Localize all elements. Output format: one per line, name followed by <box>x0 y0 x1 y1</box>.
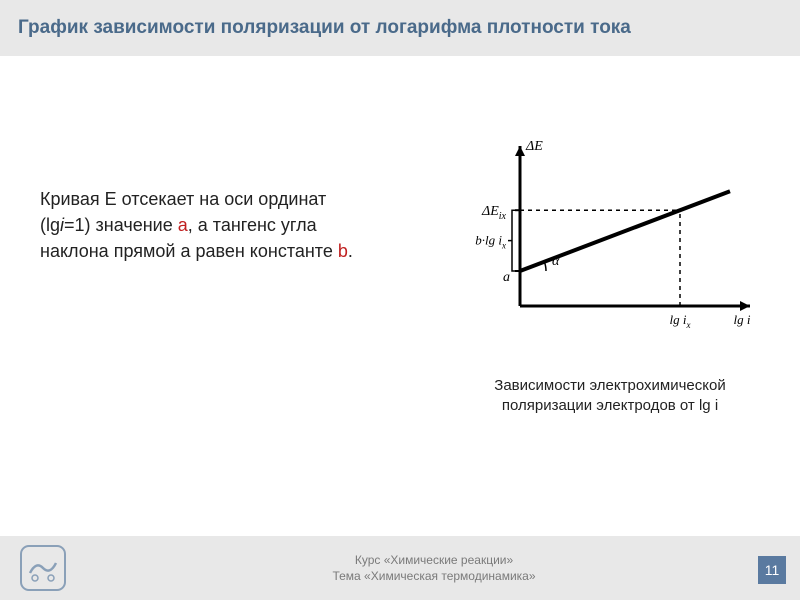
diagram-caption: Зависимости электрохимической поляризаци… <box>460 376 760 415</box>
svg-text:lg ix: lg ix <box>670 312 691 330</box>
body-text-4: . <box>348 241 353 261</box>
svg-text:lg i: lg i <box>734 312 751 327</box>
logo-icon <box>18 543 68 593</box>
svg-text:a: a <box>503 270 510 285</box>
footer-logo <box>18 543 68 593</box>
caption-line1: Зависимости электрохимической <box>494 377 725 394</box>
slide-content: Кривая Е отсекает на оси ординат (lgi=1)… <box>0 56 800 536</box>
diagram-container: ΔE ΔEix b·lg ix a α lg ix lg i <box>460 126 760 346</box>
footer-line2: Тема «Химическая термодинамика» <box>332 569 535 583</box>
svg-text:ΔEix: ΔEix <box>481 204 507 222</box>
footer-line1: Курс «Химические реакции» <box>355 553 513 567</box>
body-text-2: =1) значение <box>64 215 178 235</box>
svg-text:b·lg ix: b·lg ix <box>475 233 506 251</box>
body-highlight-a: а <box>178 215 188 235</box>
body-highlight-b: b <box>338 241 348 261</box>
slide-footer: Курс «Химические реакции» Тема «Химическ… <box>0 536 800 600</box>
caption-italic: i <box>715 397 718 414</box>
footer-text: Курс «Химические реакции» Тема «Химическ… <box>68 552 800 584</box>
svg-text:ΔE: ΔE <box>525 139 543 154</box>
caption-line2: поляризации электродов от lg <box>502 397 715 414</box>
polarization-diagram: ΔE ΔEix b·lg ix a α lg ix lg i <box>460 126 760 346</box>
page-number: 11 <box>758 556 786 584</box>
slide-title: График зависимости поляризации от логари… <box>18 17 631 39</box>
body-paragraph: Кривая Е отсекает на оси ординат (lgi=1)… <box>40 186 380 264</box>
svg-text:α: α <box>552 254 560 269</box>
slide-header: График зависимости поляризации от логари… <box>0 0 800 56</box>
